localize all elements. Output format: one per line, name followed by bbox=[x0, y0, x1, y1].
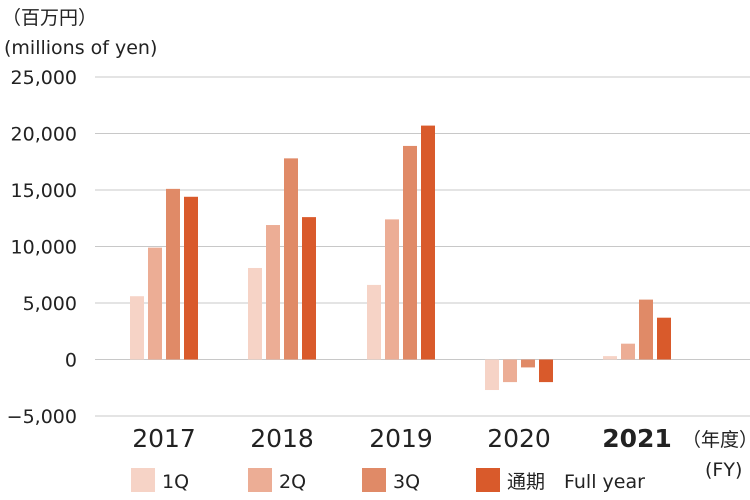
legend-swatch bbox=[248, 468, 272, 492]
bar-2018-2 bbox=[284, 158, 298, 360]
x-tick-label: 2018 bbox=[250, 424, 314, 453]
x-tick-label: 2019 bbox=[369, 424, 433, 453]
y-axis-label-jp: （百万円） bbox=[2, 7, 97, 29]
y-tick-label: 15,000 bbox=[11, 180, 77, 202]
legend-swatch bbox=[476, 468, 500, 492]
bar-2020-3 bbox=[539, 359, 553, 383]
legend-label: 3Q bbox=[393, 471, 420, 493]
y-axis-label-en: (millions of yen) bbox=[4, 37, 157, 59]
x-tick-label: 2021 bbox=[602, 424, 672, 453]
bar-2020-0 bbox=[485, 359, 499, 391]
bar-2020-1 bbox=[503, 359, 517, 383]
y-tick-label: 20,000 bbox=[11, 124, 77, 146]
y-tick-label: 25,000 bbox=[11, 67, 77, 89]
bar-2021-2 bbox=[639, 299, 653, 360]
legend-label: 2Q bbox=[279, 471, 306, 493]
legend: 1Q 2Q 3Q 通期 Full year bbox=[131, 468, 645, 493]
legend-label: 1Q bbox=[162, 471, 189, 493]
bar-2018-0 bbox=[248, 267, 262, 360]
x-tick-label: 2020 bbox=[487, 424, 551, 453]
y-tick-label: 0 bbox=[65, 350, 77, 372]
y-tick-label: −5,000 bbox=[7, 406, 77, 428]
x-tick-label: 2017 bbox=[132, 424, 196, 453]
y-tick-labels: 25,000 20,000 15,000 10,000 5,000 0 −5,000 bbox=[7, 67, 77, 428]
bar-2017-0 bbox=[130, 296, 144, 360]
bar-2021-0 bbox=[603, 356, 617, 360]
bar-2019-1 bbox=[385, 219, 399, 360]
bar-2017-2 bbox=[166, 188, 180, 360]
legend-label: 通期 Full year bbox=[507, 471, 645, 493]
x-axis-unit-en: (FY) bbox=[705, 459, 742, 481]
legend-swatch bbox=[131, 468, 155, 492]
y-tick-label: 10,000 bbox=[11, 237, 77, 259]
x-tick-labels: 2017 2018 2019 2020 2021 bbox=[132, 424, 672, 453]
bar-2021-1 bbox=[621, 343, 635, 360]
bar-2017-3 bbox=[184, 196, 198, 360]
bars bbox=[130, 125, 671, 391]
legend-swatch bbox=[362, 468, 386, 492]
y-tick-label: 5,000 bbox=[23, 293, 77, 315]
bar-2018-3 bbox=[302, 217, 316, 360]
bar-2020-2 bbox=[521, 359, 535, 368]
bar-2017-1 bbox=[148, 247, 162, 360]
x-axis-unit-jp: （年度） bbox=[682, 429, 750, 451]
bar-2019-3 bbox=[421, 125, 435, 360]
bar-2019-0 bbox=[367, 284, 381, 360]
bar-2018-1 bbox=[266, 225, 280, 360]
bar-2019-2 bbox=[403, 145, 417, 360]
bar-2021-3 bbox=[657, 317, 671, 360]
